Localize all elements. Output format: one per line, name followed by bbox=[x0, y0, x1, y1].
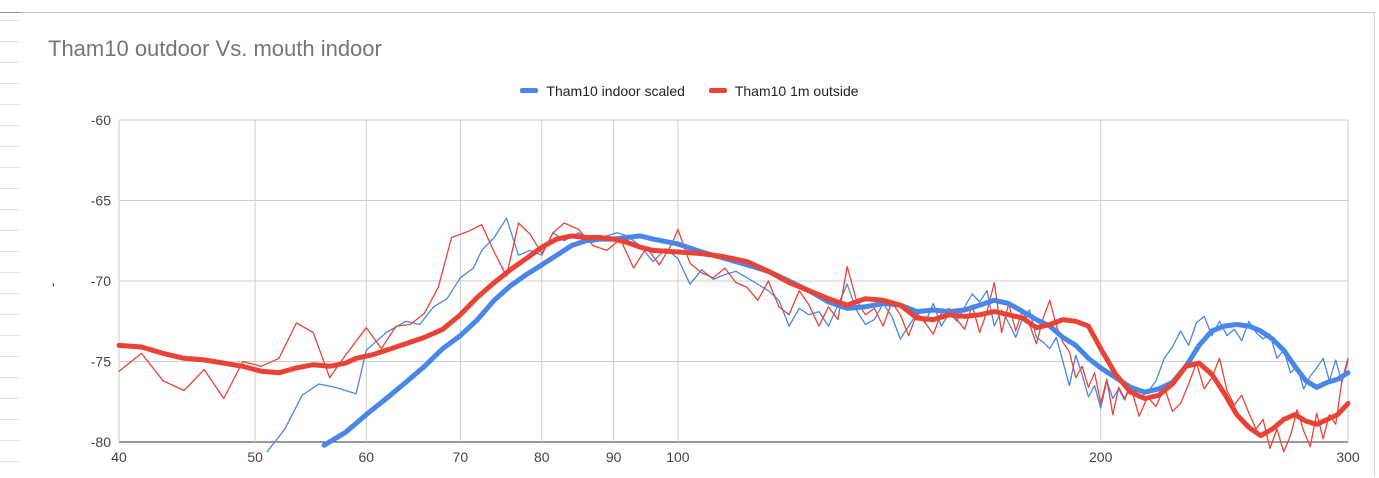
series-line-smoothed-outside[interactable] bbox=[116, 233, 1351, 439]
legend-label-outside: Tham10 1m outside bbox=[734, 82, 859, 99]
chart-panel[interactable] bbox=[20, 12, 1378, 478]
sheet-right-edge bbox=[1374, 12, 1379, 477]
chart-title: Tham10 outdoor Vs. mouth indoor bbox=[48, 36, 382, 61]
series-lines bbox=[116, 217, 1351, 453]
y-tick-label: -65 bbox=[91, 193, 111, 209]
x-tick-label: 40 bbox=[111, 449, 127, 465]
legend-item-outside[interactable]: Tham10 1m outside bbox=[708, 82, 859, 99]
y-tick-label: -80 bbox=[91, 434, 111, 450]
x-tick-label: 300 bbox=[1336, 449, 1360, 465]
legend-item-indoor[interactable]: Tham10 indoor scaled bbox=[520, 83, 685, 99]
y-tick-label: -60 bbox=[91, 112, 111, 128]
y-tick-label: -75 bbox=[91, 354, 111, 370]
x-tick-label: 70 bbox=[453, 449, 469, 465]
x-tick-label: 50 bbox=[247, 449, 263, 465]
x-tick-label: 90 bbox=[606, 449, 622, 465]
y-tick-label: -70 bbox=[91, 273, 111, 289]
legend: Tham10 indoor scaled Tham10 1m outside bbox=[0, 80, 1379, 99]
x-tick-label: 100 bbox=[666, 449, 690, 465]
legend-label-indoor: Tham10 indoor scaled bbox=[546, 82, 685, 99]
x-tick-label: 80 bbox=[534, 449, 550, 465]
series-line-smoothed-indoor[interactable] bbox=[321, 233, 1351, 448]
y-axis-label: ' bbox=[52, 280, 55, 296]
legend-swatch-indoor bbox=[520, 88, 539, 93]
x-tick-label: 60 bbox=[359, 449, 375, 465]
grid-lines bbox=[118, 119, 1349, 443]
x-tick-label: 200 bbox=[1089, 449, 1113, 465]
legend-swatch-outside bbox=[708, 88, 727, 93]
